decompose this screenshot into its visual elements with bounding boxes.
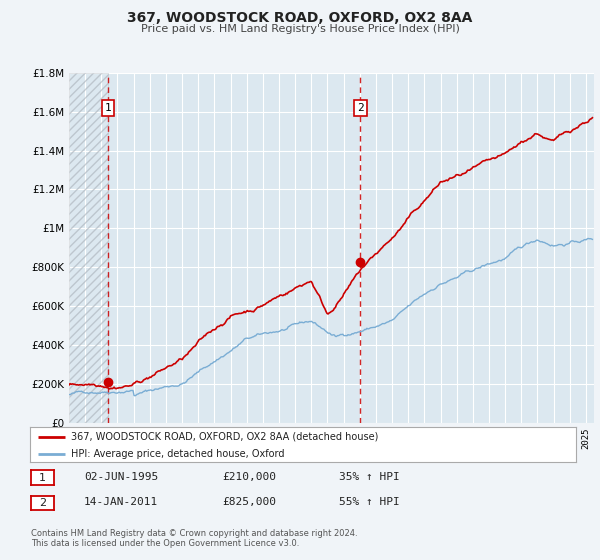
Text: 35% ↑ HPI: 35% ↑ HPI	[339, 472, 400, 482]
Text: Contains HM Land Registry data © Crown copyright and database right 2024.: Contains HM Land Registry data © Crown c…	[31, 529, 358, 538]
Text: 1: 1	[105, 103, 112, 113]
Text: 2: 2	[39, 498, 46, 508]
Text: 1: 1	[39, 473, 46, 483]
Text: HPI: Average price, detached house, Oxford: HPI: Average price, detached house, Oxfo…	[71, 449, 284, 459]
Text: 2: 2	[357, 103, 364, 113]
Text: 14-JAN-2011: 14-JAN-2011	[84, 497, 158, 507]
Text: 367, WOODSTOCK ROAD, OXFORD, OX2 8AA: 367, WOODSTOCK ROAD, OXFORD, OX2 8AA	[127, 11, 473, 25]
Text: 367, WOODSTOCK ROAD, OXFORD, OX2 8AA (detached house): 367, WOODSTOCK ROAD, OXFORD, OX2 8AA (de…	[71, 432, 379, 442]
Text: 02-JUN-1995: 02-JUN-1995	[84, 472, 158, 482]
Text: 55% ↑ HPI: 55% ↑ HPI	[339, 497, 400, 507]
Text: This data is licensed under the Open Government Licence v3.0.: This data is licensed under the Open Gov…	[31, 539, 299, 548]
Text: £210,000: £210,000	[222, 472, 276, 482]
Bar	[69, 73, 108, 423]
Text: £825,000: £825,000	[222, 497, 276, 507]
Text: Price paid vs. HM Land Registry's House Price Index (HPI): Price paid vs. HM Land Registry's House …	[140, 24, 460, 34]
